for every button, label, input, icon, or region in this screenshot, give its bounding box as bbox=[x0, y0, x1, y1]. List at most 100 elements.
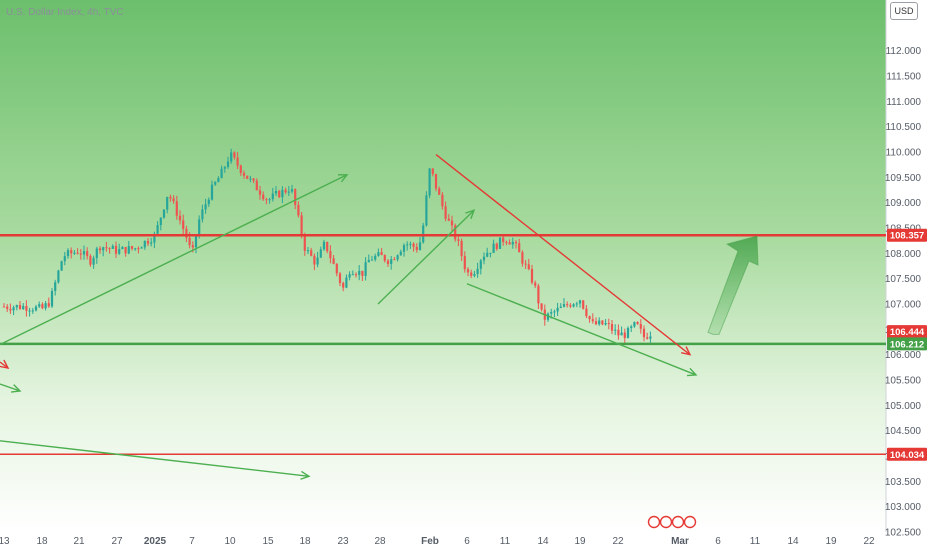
candle-down bbox=[338, 273, 342, 283]
candle-down bbox=[188, 237, 191, 246]
candle-up bbox=[281, 189, 284, 198]
candle-down bbox=[89, 256, 92, 265]
currency-button[interactable]: USD bbox=[890, 2, 918, 20]
candle-up bbox=[370, 259, 374, 261]
candle-up bbox=[134, 248, 137, 250]
falling-support-arrow bbox=[466, 283, 697, 376]
candle-up bbox=[575, 303, 578, 305]
candle-up bbox=[374, 255, 377, 260]
arrowhead bbox=[0, 359, 10, 369]
horizontal-levels bbox=[0, 233, 886, 456]
candle-down bbox=[495, 243, 498, 249]
candle-down bbox=[585, 308, 588, 317]
price-tick-label: 105.500 bbox=[885, 376, 922, 387]
candle-down bbox=[566, 304, 569, 306]
candle-up bbox=[630, 326, 633, 328]
time-tick-label: 22 bbox=[612, 536, 624, 547]
candle-down bbox=[514, 241, 518, 244]
time-tick-label: 6 bbox=[464, 536, 470, 547]
candle-down bbox=[86, 251, 89, 257]
candle-up bbox=[322, 241, 326, 250]
candle-up bbox=[649, 336, 652, 339]
candle-down bbox=[454, 225, 457, 240]
candle-up bbox=[12, 307, 15, 311]
candle-up bbox=[143, 240, 146, 248]
candle-down bbox=[457, 239, 460, 241]
candle-up bbox=[217, 178, 220, 183]
candle-up bbox=[476, 268, 479, 275]
candle-down bbox=[447, 218, 450, 221]
support-badge-label: 106.212 bbox=[890, 339, 924, 350]
event-us-flag-icon[interactable] bbox=[659, 515, 673, 529]
support-badge bbox=[887, 337, 927, 351]
arrowhead bbox=[300, 470, 311, 480]
time-tick-label: 14 bbox=[787, 536, 799, 547]
candle-down bbox=[70, 250, 73, 254]
price-tick-label: 110.000 bbox=[886, 148, 922, 159]
chart-background bbox=[0, 0, 886, 532]
arrowhead bbox=[681, 346, 692, 356]
event-us-flag-icon[interactable] bbox=[671, 515, 685, 529]
current-price-label: 106.444 bbox=[890, 327, 925, 338]
lower-level-badge-label: 104.034 bbox=[890, 450, 925, 461]
candle-up bbox=[626, 327, 630, 339]
candle-up bbox=[390, 259, 393, 264]
candle-up bbox=[268, 199, 271, 201]
candle-down bbox=[239, 165, 242, 173]
candle-up bbox=[489, 252, 492, 254]
time-tick-label: 10 bbox=[224, 536, 236, 547]
candle-up bbox=[550, 312, 553, 314]
candle-up bbox=[31, 310, 34, 312]
candle-up bbox=[486, 252, 489, 257]
candle-up bbox=[38, 304, 41, 307]
candle-up bbox=[562, 304, 566, 307]
lower-arrow bbox=[0, 440, 310, 477]
candle-up bbox=[351, 274, 354, 276]
candle-up bbox=[22, 305, 25, 309]
candle-up bbox=[364, 262, 367, 276]
candle-up bbox=[223, 167, 226, 169]
candle-up bbox=[28, 310, 31, 312]
candle-down bbox=[460, 240, 463, 257]
candle-up bbox=[95, 248, 98, 259]
price-tick-label: 105.000 bbox=[885, 401, 922, 412]
candle-down bbox=[639, 324, 642, 329]
candle-down bbox=[463, 256, 466, 270]
candle-down bbox=[646, 337, 649, 339]
event-flash-icon[interactable] bbox=[647, 515, 661, 529]
candle-down bbox=[335, 263, 338, 274]
candle-down bbox=[236, 157, 239, 166]
candle-up bbox=[63, 256, 66, 262]
candle-down bbox=[130, 246, 134, 249]
economic-events[interactable] bbox=[647, 515, 697, 529]
candle-up bbox=[220, 168, 223, 179]
candle-down bbox=[450, 220, 454, 226]
candle-down bbox=[444, 206, 447, 219]
candle-down bbox=[137, 248, 140, 250]
candle-down bbox=[9, 308, 12, 311]
event-us-flag-icon[interactable] bbox=[683, 515, 697, 529]
candle-down bbox=[623, 332, 626, 339]
candle-up bbox=[194, 236, 198, 248]
price-tick-label: 103.500 bbox=[885, 477, 922, 488]
candle-down bbox=[636, 322, 639, 325]
candle-down bbox=[76, 252, 79, 254]
candle-down bbox=[441, 194, 444, 207]
candle-down bbox=[591, 319, 594, 322]
candle-up bbox=[425, 195, 428, 226]
candle-down bbox=[527, 264, 530, 269]
candle-up bbox=[198, 219, 201, 237]
candle-up bbox=[34, 306, 38, 311]
candle-up bbox=[274, 190, 278, 194]
candle-up bbox=[409, 243, 412, 245]
candle-up bbox=[399, 251, 402, 256]
candle-up bbox=[162, 209, 166, 218]
price-tick-label: 109.000 bbox=[885, 198, 922, 209]
price-tick-label: 103.000 bbox=[885, 502, 922, 513]
candle-down bbox=[79, 253, 82, 255]
candle-up bbox=[214, 182, 217, 185]
time-axis-ticks: 13 18 21 27 2025 7 10 15 18 23 28 Feb 6 11 14 19 22 Mar 6 1… bbox=[0, 536, 875, 547]
time-tick-label: 19 bbox=[825, 536, 837, 547]
candle-down bbox=[303, 235, 306, 251]
